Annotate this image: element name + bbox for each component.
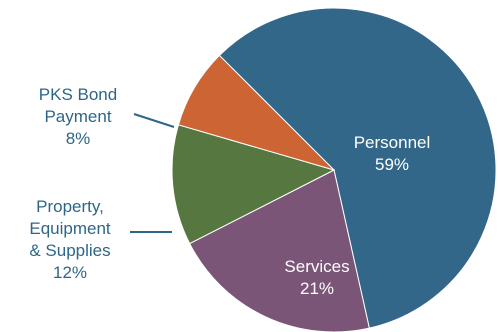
pie-slice-property	[171, 124, 336, 245]
slice-label: Property, Equipment & Supplies 12%	[29, 197, 111, 282]
slice-label: Personnel 59%	[354, 133, 431, 174]
slice-label: PKS Bond Payment 8%	[39, 85, 117, 148]
pie-slice-pks	[177, 54, 335, 171]
leader-line	[133, 113, 175, 128]
slice-label: Services 21%	[284, 257, 349, 298]
pie-slice-services	[188, 169, 370, 332]
pie-slice-personnel	[218, 7, 497, 329]
